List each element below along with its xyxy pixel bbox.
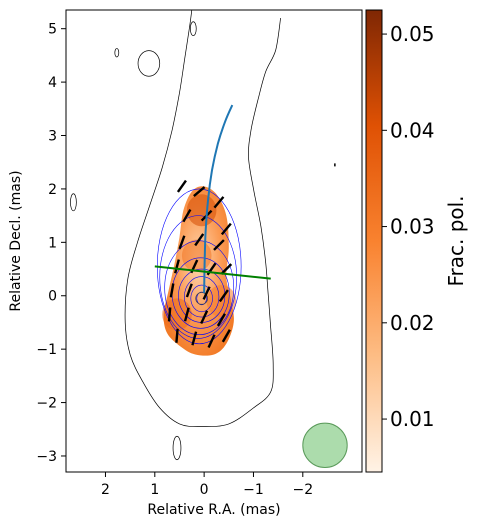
- x-tick-label: 0: [200, 482, 209, 498]
- evpa-vector: [176, 179, 187, 193]
- small-contour: [70, 193, 77, 212]
- y-tick-label: −1: [36, 342, 57, 358]
- colorbar-title: Frac. pol.: [444, 195, 468, 286]
- evpa-vector: [174, 259, 180, 274]
- outer-contour: [124, 10, 281, 427]
- x-tick-label: −2: [292, 482, 313, 498]
- evpa-vector: [193, 186, 206, 198]
- y-tick-label: 5: [48, 22, 57, 38]
- core-marker: [195, 292, 208, 305]
- jet-ridge-line: [203, 104, 234, 294]
- y-tick-label: 4: [48, 75, 57, 91]
- stokes-contour: [184, 276, 220, 318]
- x-tick-label: 1: [150, 482, 159, 498]
- colorbar-tick-label: 0.02: [390, 311, 435, 335]
- evpa-vector: [220, 222, 232, 236]
- colorbar-tick-label: 0.05: [390, 22, 435, 46]
- x-axis-ticks: 2 1 0 −1 −2: [101, 472, 313, 498]
- evpa-vector: [182, 208, 192, 223]
- small-contour: [189, 21, 197, 36]
- colorbar-ticks: 0.01 0.02 0.03 0.04 0.05: [382, 22, 435, 431]
- outer-contour-line: [124, 10, 281, 427]
- colorbar-tick-label: 0.04: [390, 118, 435, 142]
- evpa-vector: [213, 239, 225, 251]
- y-tick-label: 0: [48, 289, 57, 305]
- evpa-vector: [191, 331, 198, 346]
- stokes-contour: [196, 291, 207, 306]
- y-tick-label: 1: [48, 235, 57, 251]
- evpa-vector: [178, 235, 186, 250]
- plot-frame: [65, 9, 363, 473]
- small-contour: [114, 48, 120, 58]
- colorbar-gradient: [365, 9, 383, 473]
- colorbar: 0.01 0.02 0.03 0.04 0.05 Frac. pol.: [365, 9, 468, 473]
- evpa-vector: [185, 283, 193, 298]
- evpa-vector: [167, 307, 172, 322]
- evpa-vector: [213, 196, 225, 209]
- evpa-vector: [216, 313, 226, 327]
- colorbar-tick-label: 0.03: [390, 215, 435, 239]
- evpa-vector: [207, 334, 216, 348]
- beam-circle: [302, 422, 348, 468]
- y-axis-title: Relative Decl. (mas): [8, 170, 24, 311]
- evpa-vector: [218, 289, 229, 303]
- evpa-vector: [200, 310, 209, 324]
- y-tick-label: 3: [48, 129, 57, 145]
- polarization-hotspot: [186, 194, 217, 227]
- evpa-vector: [169, 283, 175, 298]
- image-panel: 2 1 0 −1 −2 −3 −2 −1 0 1 2 3 4 5 Relative R.A. (mas)…: [8, 9, 363, 518]
- evpa-vector: [202, 286, 211, 300]
- y-tick-label: 2: [48, 182, 57, 198]
- evpa-vector: [220, 263, 233, 275]
- beam-ellipse: [302, 422, 348, 468]
- ridge-line: [203, 104, 234, 294]
- colorbar-tick-label: 0.01: [390, 407, 435, 431]
- small-contour: [172, 435, 182, 461]
- cut-line: [154, 265, 271, 280]
- evpa-vector: [221, 329, 231, 343]
- stokes-contour: [159, 215, 237, 339]
- core-circle: [195, 292, 208, 305]
- evpa-vector: [194, 233, 205, 247]
- small-contour: [137, 50, 161, 77]
- x-tick-label: 2: [101, 482, 110, 498]
- transverse-cut-line: [154, 265, 271, 280]
- evpa-vector: [183, 307, 190, 322]
- stokes-contour: [190, 284, 213, 313]
- plot-content: [70, 10, 348, 468]
- y-tick-label: −3: [36, 449, 57, 465]
- x-tick-label: −1: [243, 482, 264, 498]
- evpa-vector: [175, 328, 179, 343]
- y-tick-label: −2: [36, 396, 57, 412]
- y-axis-ticks: −3 −2 −1 0 1 2 3 4 5: [36, 22, 66, 465]
- small-contours: [70, 21, 197, 461]
- x-axis-title: Relative R.A. (mas): [147, 502, 280, 518]
